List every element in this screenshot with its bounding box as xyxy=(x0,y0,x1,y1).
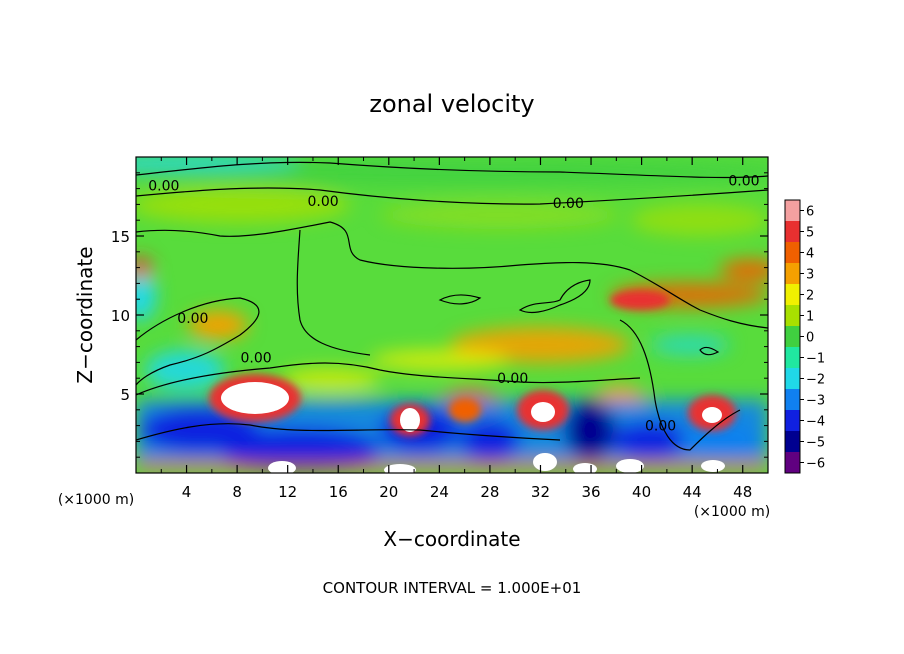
contour-interval-footer: CONTOUR INTERVAL = 1.000E+01 xyxy=(323,579,582,597)
colorbar: 6 5 4 3 2 1 0 −1 −2 −3 −4 −5 −6 xyxy=(784,199,825,474)
colorbar-label: 3 xyxy=(806,268,814,283)
contour-label: 0.00 xyxy=(240,351,271,367)
chart-title: zonal velocity xyxy=(369,90,534,118)
x-tick-label: 24 xyxy=(430,483,449,501)
colorbar-swatch xyxy=(785,200,800,222)
colorbar-label: 0 xyxy=(806,331,814,346)
x-tick-label: 48 xyxy=(733,483,752,501)
colorbar-label: 6 xyxy=(806,205,814,220)
colorbar-swatch xyxy=(785,263,800,285)
x-tick-label: 28 xyxy=(480,483,499,501)
y-axis-label: Z−coordinate xyxy=(73,246,97,383)
velocity-field xyxy=(136,157,768,473)
x-tick-label: 8 xyxy=(232,483,242,501)
x-unit-right: (×1000 m) xyxy=(694,504,770,520)
colorbar-label: 1 xyxy=(806,310,814,325)
x-tick-label: 12 xyxy=(278,483,297,501)
colorbar-label: −5 xyxy=(806,436,825,451)
colorbar-label: 4 xyxy=(806,247,814,262)
colorbar-label: −3 xyxy=(806,394,825,409)
colorbar-label: −4 xyxy=(806,415,825,430)
colorbar-swatch xyxy=(785,431,800,453)
x-unit-left: (×1000 m) xyxy=(58,492,134,508)
colorbar-swatch xyxy=(785,452,800,474)
contour-label: 0.00 xyxy=(553,196,584,212)
colorbar-swatch xyxy=(785,326,800,348)
colorbar-swatch xyxy=(785,221,800,243)
contour-labels: 0.00 0.00 0.00 0.00 0.00 0.00 0.00 0.00 xyxy=(148,174,759,435)
y-tick-label: 15 xyxy=(111,228,130,246)
colorbar-swatch xyxy=(785,410,800,432)
colorbar-swatch xyxy=(785,242,800,264)
colorbar-swatch xyxy=(785,284,800,306)
x-tick-label: 4 xyxy=(182,483,192,501)
x-tick-label: 20 xyxy=(379,483,398,501)
x-axis: 4 8 12 16 20 24 28 32 36 40 44 48 xyxy=(160,157,752,501)
contour-label: 0.00 xyxy=(728,174,759,190)
x-tick-label: 32 xyxy=(531,483,550,501)
colorbar-swatch xyxy=(785,347,800,369)
x-tick-label: 36 xyxy=(581,483,600,501)
y-tick-label: 10 xyxy=(111,307,130,325)
x-tick-label: 40 xyxy=(632,483,651,501)
colorbar-label: 5 xyxy=(806,226,814,241)
colorbar-swatch xyxy=(785,389,800,411)
x-tick-label: 16 xyxy=(329,483,348,501)
y-tick-label: 5 xyxy=(120,386,130,404)
y-axis: 5 10 15 xyxy=(111,172,768,458)
contour-label: 0.00 xyxy=(645,419,676,435)
colorbar-label: 2 xyxy=(806,289,814,304)
colorbar-label: −6 xyxy=(806,457,825,472)
x-axis-label: X−coordinate xyxy=(383,527,520,551)
colorbar-label: −2 xyxy=(806,373,825,388)
contour-label: 0.00 xyxy=(177,311,208,327)
colorbar-swatch xyxy=(785,305,800,327)
colorbar-label: −1 xyxy=(806,352,825,367)
contour-label: 0.00 xyxy=(497,371,528,387)
contour-label: 0.00 xyxy=(148,178,179,194)
x-tick-label: 44 xyxy=(683,483,702,501)
contour-label: 0.00 xyxy=(307,194,338,210)
colorbar-swatch xyxy=(785,368,800,390)
